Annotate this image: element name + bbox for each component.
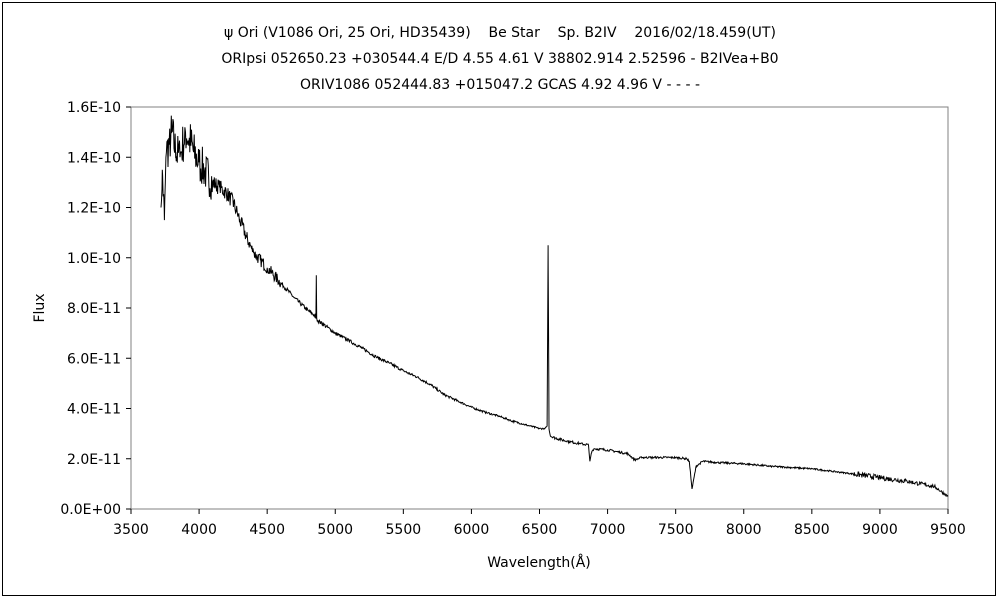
x-tick-label: 7000 <box>590 522 626 538</box>
x-tick-label: 4000 <box>181 522 217 538</box>
y-tick-label: 2.0E-11 <box>67 452 121 468</box>
y-tick-label: 1.4E-10 <box>67 150 121 166</box>
y-tick-label: 1.6E-10 <box>67 100 121 116</box>
plot-area <box>130 106 949 510</box>
spectrum-line <box>160 115 949 498</box>
x-tick-label: 8500 <box>794 522 830 538</box>
x-tick-label: 3500 <box>113 522 149 538</box>
y-tick-label: 8.0E-11 <box>67 301 121 317</box>
x-tick-label: 5500 <box>386 522 422 538</box>
chart-title-line-3: ORIV1086 052444.83 +015047.2 GCAS 4.92 4… <box>299 77 701 93</box>
x-tick-label: 9500 <box>930 522 966 538</box>
x-axis-label: Wavelength(Å) <box>487 554 591 571</box>
x-tick-label: 8000 <box>726 522 762 538</box>
chart-title-line-2: ORIpsi 052650.23 +030544.4 E/D 4.55 4.61… <box>221 51 779 67</box>
y-tick-label: 6.0E-11 <box>67 351 121 367</box>
y-tick-label: 1.0E-10 <box>67 251 121 267</box>
x-tick-label: 9000 <box>862 522 898 538</box>
y-tick-label: 1.2E-10 <box>67 201 121 217</box>
x-tick-label: 6000 <box>454 522 490 538</box>
x-tick-label: 4500 <box>249 522 285 538</box>
y-axis-label: Flux <box>32 293 48 322</box>
y-tick-label: 0.0E+00 <box>60 502 121 518</box>
x-tick-label: 7500 <box>658 522 694 538</box>
x-tick-label: 5000 <box>317 522 353 538</box>
chart-title-line-1: ψ Ori (V1086 Ori, 25 Ori, HD35439) Be St… <box>224 25 776 41</box>
y-tick-label: 4.0E-11 <box>67 402 121 418</box>
x-tick-label: 6500 <box>522 522 558 538</box>
